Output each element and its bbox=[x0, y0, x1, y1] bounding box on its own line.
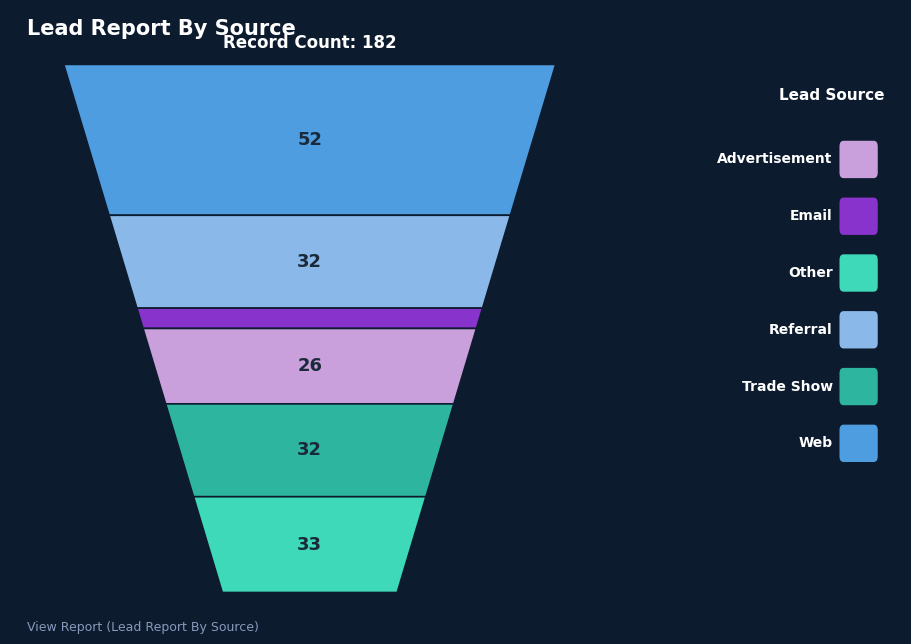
Text: Other: Other bbox=[788, 266, 833, 280]
Text: View Report (Lead Report By Source): View Report (Lead Report By Source) bbox=[27, 621, 260, 634]
Text: 26: 26 bbox=[297, 357, 322, 375]
Polygon shape bbox=[109, 215, 510, 308]
Text: Advertisement: Advertisement bbox=[717, 153, 833, 166]
Polygon shape bbox=[143, 328, 476, 404]
FancyBboxPatch shape bbox=[840, 311, 877, 348]
FancyBboxPatch shape bbox=[840, 198, 877, 235]
Text: 33: 33 bbox=[297, 536, 322, 554]
Text: 32: 32 bbox=[297, 441, 322, 459]
FancyBboxPatch shape bbox=[840, 254, 877, 292]
FancyBboxPatch shape bbox=[840, 424, 877, 462]
Text: 52: 52 bbox=[297, 131, 322, 149]
Polygon shape bbox=[166, 404, 454, 497]
Text: Referral: Referral bbox=[769, 323, 833, 337]
Polygon shape bbox=[193, 497, 426, 592]
Text: Email: Email bbox=[790, 209, 833, 223]
Text: Lead Source: Lead Source bbox=[779, 88, 885, 104]
FancyBboxPatch shape bbox=[840, 368, 877, 405]
Text: Trade Show: Trade Show bbox=[742, 379, 833, 393]
Polygon shape bbox=[64, 64, 556, 215]
Polygon shape bbox=[137, 308, 483, 328]
Text: 32: 32 bbox=[297, 252, 322, 270]
FancyBboxPatch shape bbox=[840, 141, 877, 178]
Text: Record Count: 182: Record Count: 182 bbox=[223, 33, 396, 52]
Text: Lead Report By Source: Lead Report By Source bbox=[27, 19, 296, 39]
Text: Web: Web bbox=[799, 437, 833, 450]
